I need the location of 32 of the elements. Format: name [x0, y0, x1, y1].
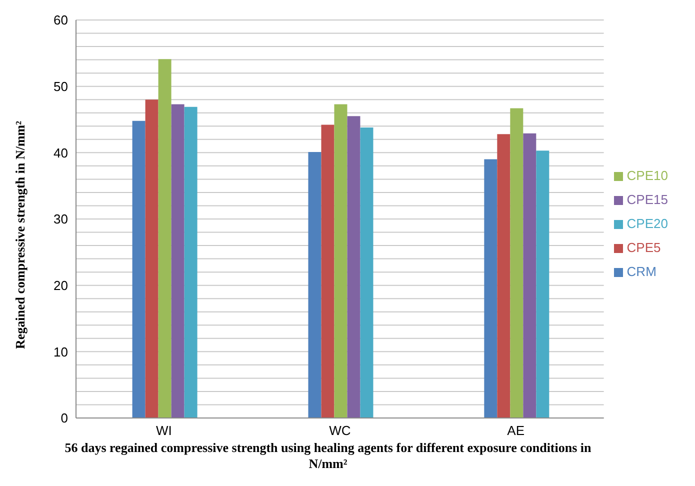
bar: [308, 152, 322, 418]
bar: [334, 104, 348, 418]
y-tick-label: 60: [54, 12, 68, 28]
bar: [171, 104, 184, 418]
bar: [347, 116, 360, 418]
x-axis-title: 56 days regained compressive strength using healing agents for different exposure conditions in N/mm²: [64, 440, 592, 472]
legend-label: CPE5: [626, 240, 661, 255]
bar: [158, 59, 172, 418]
bar: [145, 100, 158, 418]
y-tick-label: 0: [60, 410, 68, 426]
bar: [497, 134, 510, 418]
x-tick-label: AE: [507, 423, 525, 438]
y-tick-label: 20: [54, 278, 68, 293]
bar: [132, 120, 146, 418]
legend-label: CPE10: [626, 168, 668, 183]
y-tick-label: 50: [54, 78, 68, 94]
x-tick-label: WC: [329, 423, 351, 438]
y-tick-label: 10: [54, 344, 68, 360]
legend-label: CPE20: [626, 216, 668, 231]
bar: [360, 127, 374, 418]
bar: [510, 108, 524, 418]
legend-label: CPE15: [626, 192, 668, 207]
legend-label: CRM: [626, 264, 656, 279]
bar: [184, 106, 198, 418]
y-tick-label: 40: [54, 145, 68, 160]
bar: [321, 124, 334, 418]
bar: [523, 133, 536, 418]
x-tick-label: WI: [156, 423, 172, 438]
y-tick-label: 30: [54, 212, 68, 227]
y-axis-title: Regained compressive strength in N/mm²: [12, 120, 28, 349]
bar: [536, 150, 550, 418]
bar: [484, 159, 498, 418]
